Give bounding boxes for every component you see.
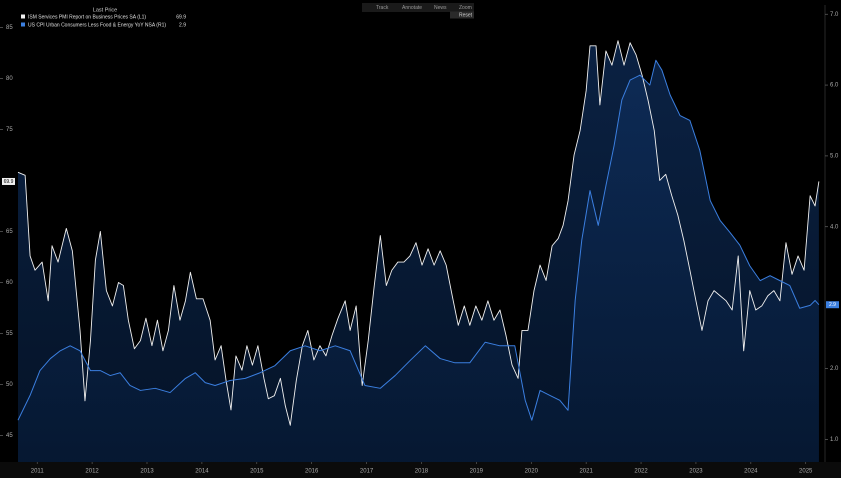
y-tick-label: 50 <box>6 382 13 388</box>
x-tick-label: 2017 <box>360 469 374 475</box>
legend-swatch <box>21 22 25 27</box>
axes: 45 50 55 60 65 75 80 85 1.0 2.0 4.0 5.0 6.0 7.0 2011 20… <box>0 12 839 475</box>
toolbar-button[interactable]: News <box>434 5 447 11</box>
x-tick-label: 2016 <box>305 469 319 475</box>
x-tick-label: 2011 <box>31 469 45 475</box>
x-tick-label: 2013 <box>140 469 154 475</box>
legend-value: 2.9 <box>179 22 186 28</box>
y2-tick-label: 4.0 <box>830 224 839 230</box>
last-value-box <box>826 301 839 309</box>
last-value-label: 69.9 <box>4 179 14 185</box>
x-tick-label: 2015 <box>250 469 264 475</box>
x-tick-label: 2020 <box>525 469 539 475</box>
line <box>17 40 820 426</box>
y2-tick-label: 7.0 <box>830 12 839 18</box>
area <box>18 60 819 463</box>
x-tick-label: 2014 <box>195 469 209 475</box>
y-tick-label: 55 <box>6 331 13 337</box>
areas <box>18 40 819 463</box>
y-tick-label: 75 <box>6 127 13 133</box>
lines <box>17 40 820 426</box>
y-tick-label: 60 <box>6 280 13 286</box>
reset-button-bg[interactable] <box>450 11 474 19</box>
toolbar-button[interactable]: Annotate <box>402 5 422 11</box>
x-tick-label: 2019 <box>470 469 484 475</box>
x-tick-label: 2024 <box>744 469 758 475</box>
legend-header: Last Price <box>93 7 117 13</box>
y2-tick-label: 5.0 <box>830 153 839 159</box>
toolbar-bg <box>362 3 474 12</box>
x-tick-label: 2018 <box>415 469 429 475</box>
y2-tick-label: 6.0 <box>830 83 839 89</box>
toolbar-button[interactable]: Zoom <box>459 5 472 11</box>
x-axis-band <box>0 462 841 478</box>
legend-label: ISM Services PMI Report on Business Pric… <box>28 14 146 20</box>
y-tick-label: 85 <box>6 25 13 31</box>
y-tick-label: 80 <box>6 76 13 82</box>
y-tick-label: 45 <box>6 433 13 439</box>
y2-tick-label: 1.0 <box>830 437 839 443</box>
x-tick-label: 2012 <box>85 469 99 475</box>
legend: Last Price ISM Services PMI Report on Bu… <box>21 7 186 28</box>
toolbar: Track Annotate News Zoom Reset <box>362 3 474 19</box>
toolbar-button[interactable]: Track <box>376 5 389 11</box>
y-tick-label: 65 <box>6 229 13 235</box>
x-tick-label: 2021 <box>579 469 593 475</box>
x-tick-label: 2023 <box>689 469 703 475</box>
y2-tick-label: 2.0 <box>830 366 839 372</box>
legend-value: 69.9 <box>176 14 186 20</box>
x-tick-label: 2025 <box>799 469 813 475</box>
reset-button[interactable]: Reset <box>459 13 473 19</box>
legend-label: US CPI Urban Consumers Less Food & Energ… <box>28 22 166 28</box>
last-value-box <box>2 177 15 185</box>
line <box>17 59 820 421</box>
x-tick-label: 2022 <box>634 469 648 475</box>
last-value-label: 2.9 <box>829 302 836 308</box>
legend-swatch <box>21 14 25 19</box>
